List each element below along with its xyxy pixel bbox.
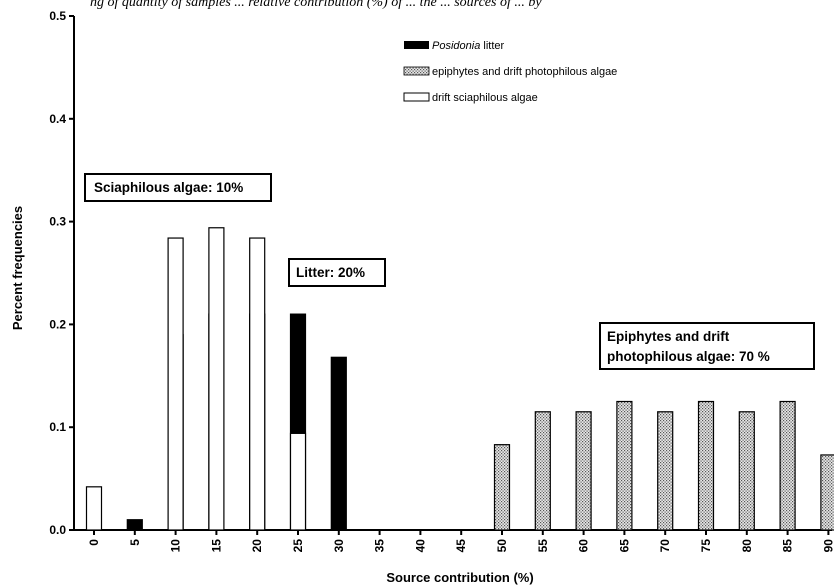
x-tick-label: 60	[577, 539, 591, 553]
x-tick-label: 20	[250, 539, 264, 553]
y-tick-label: 0.0	[49, 523, 66, 537]
legend-label-posidonia: Posidonia litter	[432, 40, 505, 52]
y-tick-label: 0.2	[49, 317, 66, 331]
y-tick-label: 0.4	[49, 112, 66, 126]
x-tick-label: 15	[209, 539, 223, 553]
x-axis-title: Source contribution (%)	[386, 570, 533, 585]
bar-epiphytes	[657, 411, 674, 531]
x-tick-label: 80	[740, 539, 754, 553]
x-tick-label: 35	[373, 539, 387, 553]
bar-epiphytes	[575, 411, 592, 531]
legend-swatch-sciaphilous	[403, 92, 430, 102]
y-tick-label: 0.5	[49, 9, 66, 23]
x-tick-labels: 0 5 10 15 20 25 30 35 40 45 50 55 60 65 70 75 80 85 90	[87, 539, 834, 553]
x-tick-label: 40	[413, 539, 427, 553]
bar-epiphytes	[534, 411, 551, 531]
bar-sciaphilous	[85, 486, 103, 531]
legend-label-sciaphilous: drift sciaphilous algae	[432, 92, 538, 104]
annotation-epiphytes: Epiphytes and drift photophilous algae: …	[599, 322, 815, 370]
x-tick-label: 25	[291, 539, 305, 553]
bar-sciaphilous	[167, 237, 184, 531]
header-fragment: ng of quantity of samples ... relative c…	[90, 0, 542, 10]
y-tick-labels: 0.0 0.1 0.2 0.3 0.4 0.5	[49, 9, 66, 537]
bar-epiphytes	[616, 400, 633, 531]
bar-epiphytes	[697, 400, 715, 531]
bars-group	[85, 227, 834, 531]
y-tick-label: 0.1	[49, 420, 66, 434]
annotation-sciaphilous: Sciaphilous algae: 10%	[84, 173, 272, 202]
legend-swatch-epiphytes	[403, 66, 430, 76]
x-tick-label: 70	[658, 539, 672, 553]
svg-text:Sciaphilous algae: 10%: Sciaphilous algae: 10%	[94, 180, 243, 195]
bar-epiphytes	[738, 411, 755, 531]
legend-swatch-posidonia	[404, 41, 429, 49]
bar-sciaphilous	[249, 237, 266, 531]
bar-posidonia	[126, 519, 143, 531]
x-tick-label: 55	[536, 539, 550, 553]
svg-text:photophilous algae: 70 %: photophilous algae: 70 %	[607, 349, 770, 364]
bar-epiphytes	[820, 454, 834, 531]
x-tick-label: 5	[128, 539, 142, 546]
x-tick-label: 50	[495, 539, 509, 553]
annotation-litter: Litter: 20%	[288, 258, 386, 287]
x-tick-label: 10	[169, 539, 183, 553]
bar-sciaphilous	[289, 432, 307, 531]
svg-text:Litter: 20%: Litter: 20%	[296, 265, 365, 280]
bar-epiphytes	[493, 444, 511, 531]
bar-posidonia	[330, 356, 347, 531]
bar-sciaphilous	[208, 227, 225, 531]
legend-label-epiphytes: epiphytes and drift photophilous algae	[432, 66, 617, 78]
x-tick-label: 65	[617, 539, 631, 553]
x-tick-label: 85	[781, 539, 795, 553]
x-tick-label: 30	[332, 539, 346, 553]
x-tick-label: 90	[821, 539, 834, 553]
y-tick-label: 0.3	[49, 215, 66, 229]
x-tick-label: 75	[699, 539, 713, 553]
x-tick-label: 0	[87, 539, 101, 546]
svg-text:Epiphytes and drift: Epiphytes and drift	[607, 329, 730, 344]
bar-epiphytes	[779, 400, 796, 531]
y-axis-title: Percent frequencies	[10, 206, 25, 330]
x-tick-label: 45	[454, 539, 468, 553]
legend: Posidonia litter epiphytes and drift pho…	[403, 40, 617, 104]
